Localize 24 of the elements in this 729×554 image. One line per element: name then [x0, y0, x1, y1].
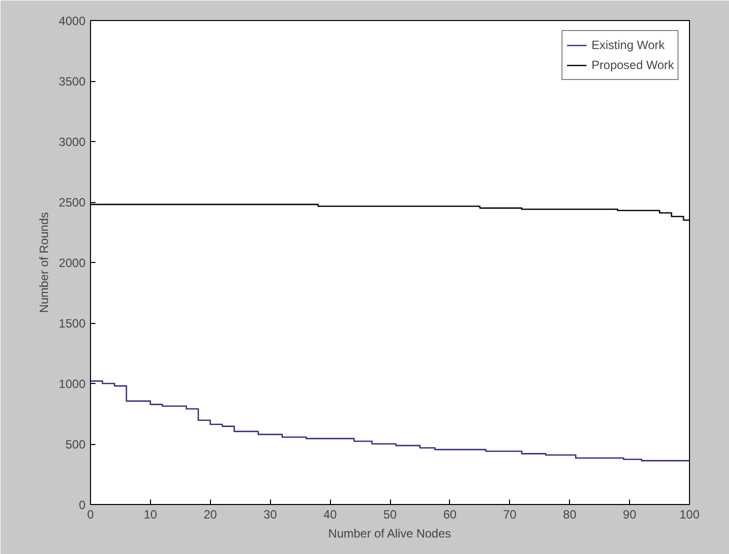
- x-tick-label: 90: [622, 508, 637, 522]
- x-tick-label: 100: [679, 508, 700, 522]
- x-tick-label: 70: [503, 508, 517, 522]
- legend-label: Existing Work: [592, 38, 665, 52]
- x-tick-label: 30: [264, 508, 278, 522]
- x-tick-label: 50: [383, 508, 397, 522]
- y-tick-label: 3500: [58, 74, 86, 88]
- y-axis-title: Number of Rounds: [36, 212, 51, 313]
- y-tick-label: 4000: [58, 14, 86, 28]
- legend-label: Proposed Work: [592, 58, 674, 72]
- y-tick-label: 3000: [58, 135, 86, 149]
- x-tick-label: 0: [87, 508, 94, 522]
- y-tick-label: 0: [78, 498, 86, 512]
- y-tick-label: 2000: [58, 256, 86, 270]
- x-tick-label: 10: [144, 508, 158, 522]
- y-tick-label: 1500: [58, 316, 86, 330]
- y-tick-label: 1000: [58, 377, 86, 391]
- y-tick-label: 500: [65, 438, 86, 452]
- y-tick-label: 2500: [58, 196, 86, 210]
- x-tick-label: 40: [323, 508, 338, 522]
- x-tick-label: 80: [563, 508, 577, 522]
- x-tick-label: 20: [204, 508, 218, 522]
- x-axis-title: Number of Alive Nodes: [328, 526, 452, 540]
- x-tick-label: 60: [443, 508, 457, 522]
